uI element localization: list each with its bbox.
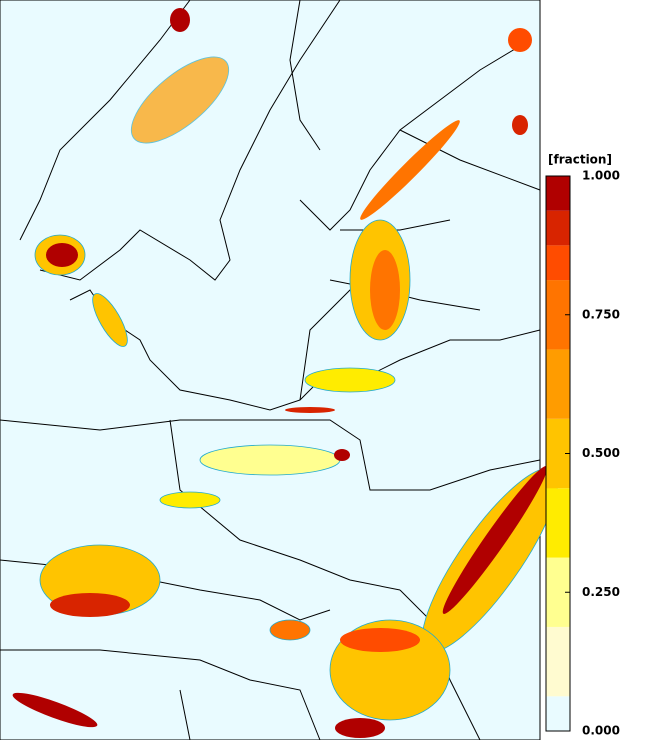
patch — [512, 115, 528, 135]
patch — [508, 28, 532, 52]
patch — [370, 250, 400, 330]
patch — [50, 593, 130, 617]
patch — [170, 8, 190, 32]
patch — [360, 120, 460, 220]
patch — [12, 692, 98, 728]
colorbar-band — [546, 488, 570, 558]
patch — [269, 619, 311, 641]
patch — [442, 466, 548, 614]
coastline — [19, 0, 341, 281]
colorbar-tick-label: 0.750 — [582, 307, 620, 321]
colorbar-tick-label: 0.500 — [582, 446, 620, 460]
border — [0, 419, 541, 740]
patch — [304, 367, 396, 393]
patch — [199, 444, 341, 476]
colorbar-band — [546, 245, 570, 281]
colorbar-tick-label: 0.000 — [582, 724, 620, 738]
colorbar-band — [546, 626, 570, 697]
colorbar-label: [fraction] — [548, 153, 612, 167]
colorbar-tick-label: 0.250 — [582, 585, 620, 599]
patch — [285, 407, 335, 413]
colorbar-band — [546, 349, 570, 419]
patch — [334, 449, 350, 461]
colorbar-band — [546, 176, 570, 211]
patch — [335, 718, 385, 738]
coastlines — [0, 0, 541, 740]
patch — [130, 56, 230, 144]
colorbar-tick-label: 1.000 — [582, 169, 620, 183]
fraction-patches — [12, 8, 559, 738]
colorbar-band — [546, 210, 570, 246]
colorbar-band — [546, 696, 570, 731]
patch — [46, 243, 78, 267]
patch — [92, 293, 128, 347]
colorbar: 0.000 0.250 0.500 0.750 1.000 — [545, 169, 620, 738]
patch — [159, 491, 221, 509]
coastline — [289, 0, 531, 231]
patch — [340, 628, 420, 652]
